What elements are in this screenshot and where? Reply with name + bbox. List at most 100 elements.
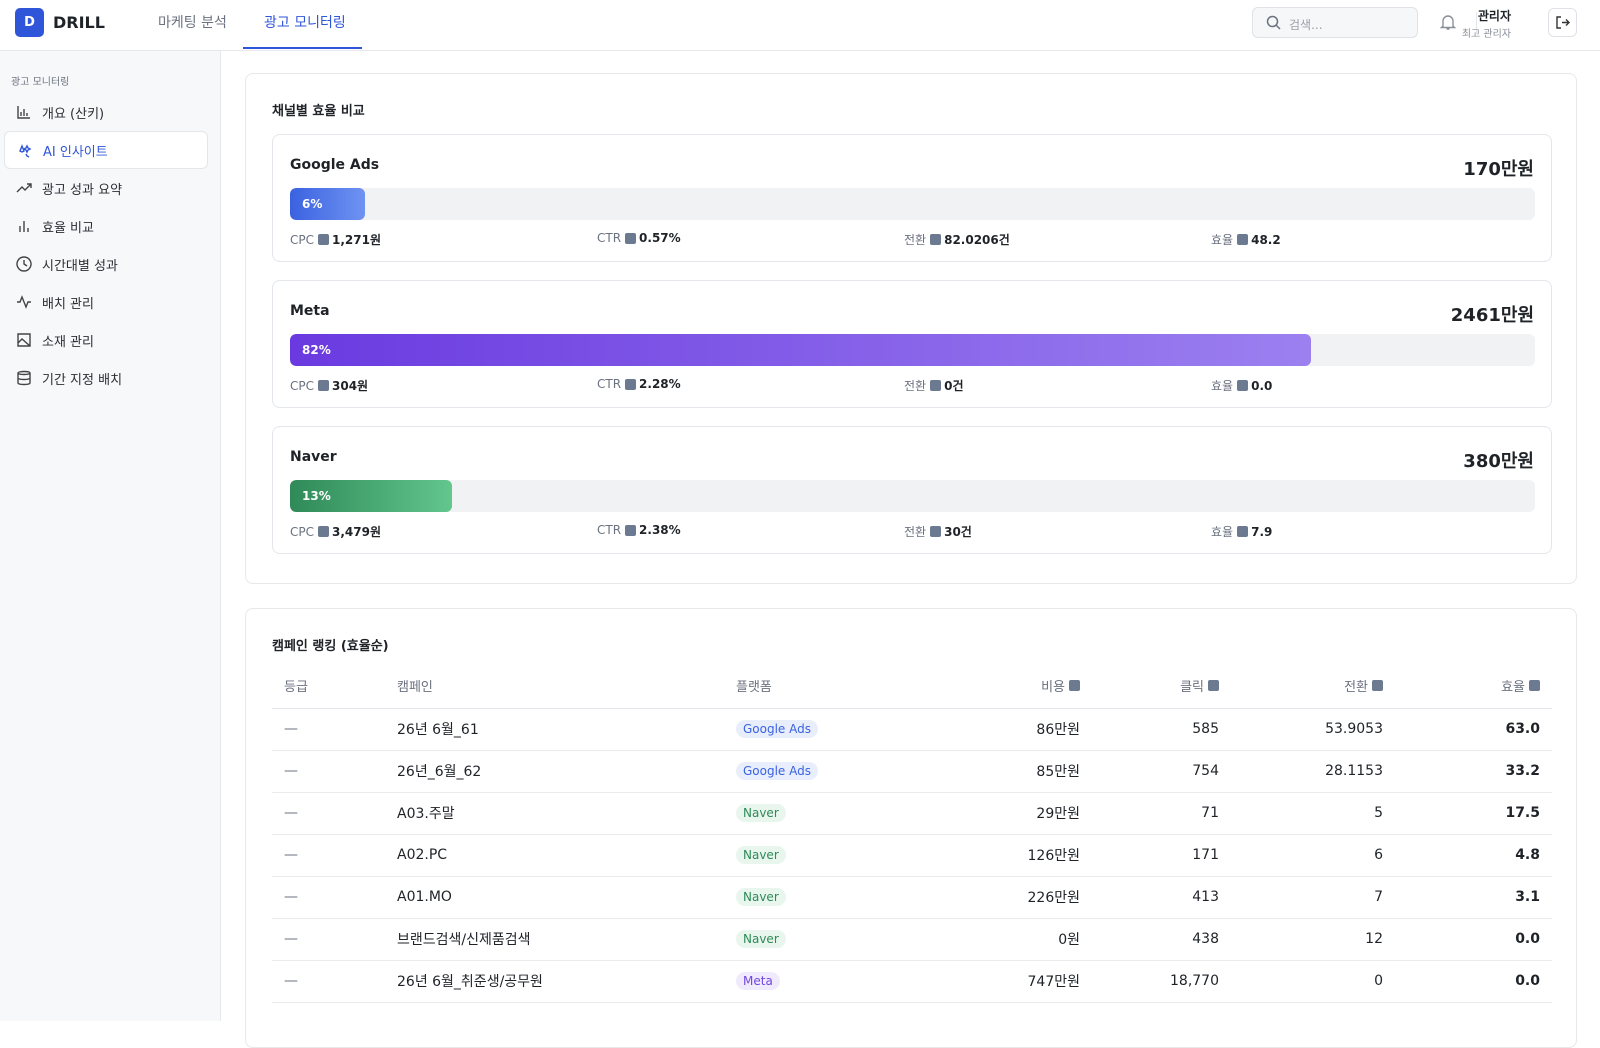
cell-text: 53.9053 (1325, 721, 1383, 737)
sidebar-item[interactable]: 소재 관리 (4, 321, 208, 359)
platform-badge: Naver (736, 846, 786, 864)
nav-tab[interactable]: 마케팅 분석 (158, 15, 227, 31)
sidebar-icon (17, 333, 31, 347)
cell-text: A01.MO (397, 889, 452, 905)
cell-text: 171 (1192, 847, 1219, 863)
table-row[interactable]: — A03.주말 Naver 29만원 71 5 17.5 (272, 792, 1552, 835)
body: D DRILL 마케팅 분석 광고 모니터링 검색... 관리자 최고 관리자 … (0, 7, 1600, 1048)
sidebar-item[interactable]: 기간 지정 배치 (4, 359, 208, 397)
info-icon (318, 234, 329, 245)
table-cell: A03.주말 (385, 792, 724, 835)
table-cell: 585 (1092, 708, 1231, 751)
metric: 효율 48.2 (1211, 231, 1281, 248)
metric: 효율 7.9 (1211, 523, 1272, 540)
table-row[interactable]: — 브랜드검색/신제품검색 Naver 0원 438 12 0.0 (272, 918, 1552, 961)
table-cell: 126만원 (934, 834, 1092, 877)
table-row[interactable]: — 26년 6월_61 Google Ads 86만원 585 53.9053 63.0 (272, 708, 1552, 751)
cell-text: — (284, 721, 298, 737)
ranking-table: 등급 캠페인 플랫폼 비용 클릭 전환 효율 — 26년 6월_61 Google Ads 86만원… (272, 664, 1552, 1003)
table-row[interactable]: — A02.PC Naver 126만원 171 6 4.8 (272, 834, 1552, 877)
cell-text: 0 (1374, 973, 1383, 989)
column-header: 클릭 (1092, 664, 1231, 709)
sidebar-icon (19, 144, 32, 158)
metric: CTR 2.28% (597, 377, 681, 391)
cell-text: 12 (1365, 931, 1383, 947)
ranking-card: 캠페인 랭킹 (효율순) 등급 캠페인 플랫폼 비용 클릭 전환 효율 — 26년 6월_61 G… (245, 608, 1577, 1048)
info-icon (1237, 380, 1249, 391)
table-cell: 28.1153 (1231, 750, 1395, 793)
metric-value: 1,271원 (332, 233, 381, 247)
table-cell: 0.0 (1395, 918, 1552, 961)
sidebar-item[interactable]: 배치 관리 (4, 283, 208, 321)
metric-label: 효율 (1211, 379, 1234, 393)
table-row[interactable]: — 26년_6월_62 Google Ads 85만원 754 28.1153 33.2 (272, 750, 1552, 793)
cell-text: 28.1153 (1325, 763, 1383, 779)
logout-button[interactable] (1548, 8, 1577, 37)
table-cell: 226만원 (934, 876, 1092, 919)
channel-name: Naver (290, 449, 337, 465)
metric-label: CTR (597, 231, 622, 245)
cell-text: — (284, 889, 298, 905)
sidebar-section: 광고 모니터링 (11, 77, 70, 88)
table-row[interactable]: — A01.MO Naver 226만원 413 7 3.1 (272, 876, 1552, 919)
column-header-text: 캠페인 (397, 680, 433, 696)
user-name: 관리자 (1477, 9, 1511, 23)
bell-icon[interactable] (1440, 13, 1456, 31)
column-header-text: 효율 (1501, 680, 1525, 696)
sidebar-icon (16, 256, 32, 272)
search-icon (1266, 15, 1281, 30)
logo[interactable]: D (15, 8, 44, 37)
table-cell: 53.9053 (1231, 708, 1395, 751)
column-header: 캠페인 (385, 664, 724, 709)
table-cell: 18,770 (1092, 960, 1231, 1003)
platform-badge: Meta (736, 972, 780, 990)
channel-row: Meta 2461만원 82% CPC 304원 CTR 2.28% 전환 0건 효율 0.0 (272, 280, 1552, 408)
cell-text: 3.1 (1515, 889, 1540, 905)
sidebar-item[interactable]: 효율 비교 (4, 207, 208, 245)
column-header: 효율 (1395, 664, 1552, 709)
info-icon (1208, 680, 1219, 692)
cell-text: 0원 (1058, 932, 1080, 948)
table-cell: 747만원 (934, 960, 1092, 1003)
platform-badge: Google Ads (736, 720, 818, 738)
table-cell: 브랜드검색/신제품검색 (385, 918, 724, 961)
table-cell: 4.8 (1395, 834, 1552, 877)
table-row[interactable]: — 26년 6월_취준생/공무원 Meta 747만원 18,770 0 0.0 (272, 960, 1552, 1003)
cell-text: 17.5 (1505, 805, 1540, 821)
column-header-text: 클릭 (1180, 680, 1204, 696)
metric: 전환 30건 (904, 523, 972, 540)
platform-badge: Naver (736, 888, 786, 906)
table-cell: 17.5 (1395, 792, 1552, 835)
cell-text: 747만원 (1027, 974, 1080, 990)
cell-text: — (284, 973, 298, 989)
card-title: 캠페인 랭킹 (효율순) (272, 639, 389, 654)
cell-text: 0.0 (1515, 931, 1540, 947)
metric-value: 2.28% (639, 377, 681, 391)
info-icon (625, 232, 637, 244)
cell-text: 29만원 (1036, 806, 1080, 822)
cell-text: — (284, 805, 298, 821)
metric-value: 82.0206건 (944, 233, 1010, 247)
table-cell: — (272, 918, 385, 961)
cell-text: 7 (1374, 889, 1383, 905)
nav-tab[interactable]: 광고 모니터링 (264, 15, 346, 31)
header-row: 등급 캠페인 플랫폼 비용 클릭 전환 효율 (272, 664, 1552, 709)
channel-total: 380만원 (1463, 451, 1534, 472)
table-cell: Meta (724, 960, 934, 1003)
channel-total: 170만원 (1463, 159, 1534, 180)
sidebar-item[interactable]: 광고 성과 요약 (4, 169, 208, 207)
brand[interactable]: DRILL (53, 13, 105, 32)
cell-text: 63.0 (1505, 721, 1540, 737)
table-cell: 5 (1231, 792, 1395, 835)
search-box[interactable]: 검색... (1252, 7, 1418, 38)
table-cell: Naver (724, 876, 934, 919)
sidebar-icon (17, 106, 30, 119)
info-icon (1372, 680, 1383, 692)
sidebar-item[interactable]: 시간대별 성과 (4, 245, 208, 283)
sidebar-item[interactable]: AI 인사이트 (4, 131, 208, 169)
column-header-text: 전환 (1344, 680, 1368, 696)
sidebar-item[interactable]: 개요 (산키) (4, 93, 208, 131)
column-header: 플랫폼 (724, 664, 934, 709)
share-track: 6% (290, 188, 1535, 220)
metric-value: 3,479원 (332, 525, 381, 539)
